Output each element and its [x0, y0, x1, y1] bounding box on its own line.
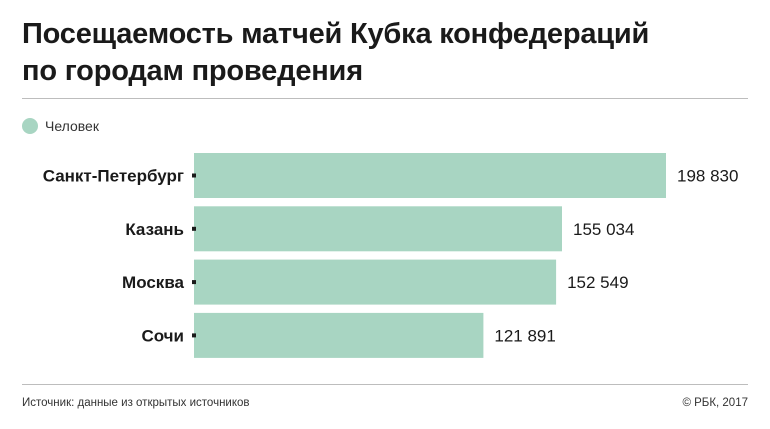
category-label-1: Казань — [125, 220, 184, 239]
legend-label: Человек — [45, 118, 99, 134]
chart-title: Посещаемость матчей Кубка конфедераций п… — [22, 16, 752, 90]
value-label-2: 152 549 — [567, 273, 628, 292]
top-divider — [22, 98, 748, 99]
value-label-3: 121 891 — [494, 326, 555, 345]
tick-mark-1 — [192, 226, 196, 231]
footer-source: Источник: данные из открытых источников — [22, 397, 250, 409]
tick-mark-2 — [192, 280, 196, 285]
value-label-0: 198 830 — [677, 167, 738, 186]
bar-0 — [194, 153, 666, 198]
chart-title-line-1: Посещаемость матчей Кубка конфедераций — [22, 18, 650, 50]
bottom-divider — [22, 384, 748, 385]
bar-3 — [194, 312, 484, 358]
bar-2 — [194, 259, 557, 305]
chart-title-line-2: по городам проведения — [22, 55, 363, 87]
category-label-2: Москва — [122, 273, 185, 292]
category-label-3: Сочи — [141, 326, 184, 345]
tick-mark-3 — [192, 333, 196, 338]
tick-mark-0 — [192, 173, 196, 178]
legend: Человек — [22, 117, 99, 135]
value-label-1: 155 034 — [573, 220, 634, 239]
footer-copyright: © РБК, 2017 — [682, 397, 748, 409]
legend-swatch — [22, 118, 38, 134]
category-label-0: Санкт-Петербург — [43, 167, 184, 186]
bar-1 — [194, 206, 562, 252]
